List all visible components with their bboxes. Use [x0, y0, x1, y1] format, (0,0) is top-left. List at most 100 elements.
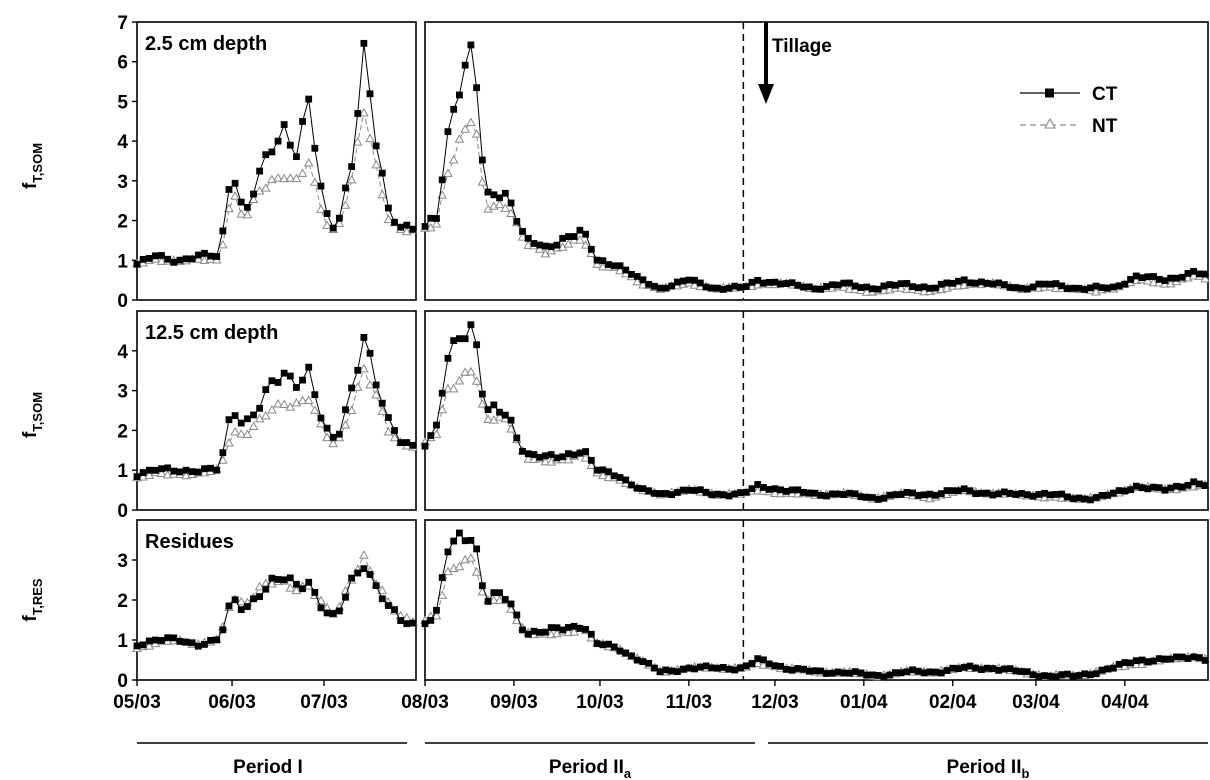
ct-point: [1092, 282, 1100, 290]
nt-point: [297, 395, 308, 405]
ct-point: [164, 634, 172, 642]
ct-point: [385, 204, 392, 212]
ct-point: [225, 416, 233, 424]
ct-point: [433, 606, 440, 614]
ct-point: [268, 148, 276, 156]
ct-point: [714, 664, 721, 672]
ct-point: [1058, 490, 1066, 498]
y-tick-label: 2: [117, 212, 128, 233]
ct-point: [914, 491, 922, 499]
ct-point: [409, 619, 417, 627]
ct-point: [170, 258, 178, 266]
ct-point: [702, 488, 710, 496]
ct-point: [639, 485, 647, 493]
ct-point: [828, 281, 836, 289]
ct-point: [559, 453, 567, 461]
ct-point: [593, 640, 601, 648]
nt-point: [494, 412, 505, 421]
ct-point: [201, 249, 208, 257]
ct-point: [811, 667, 819, 675]
ct-point: [1104, 284, 1112, 292]
panel-frame-right: [424, 519, 1209, 681]
ct-point: [909, 283, 916, 291]
nt-point: [365, 380, 375, 389]
panel-frame-right: [424, 310, 1209, 511]
ct-point: [1127, 486, 1134, 494]
ct-point: [1041, 489, 1048, 497]
ct-point: [501, 411, 509, 419]
ct-point: [1109, 489, 1117, 497]
ct-point: [323, 210, 331, 217]
ct-point: [685, 276, 693, 284]
nt-point: [466, 553, 476, 562]
ct-point: [1029, 492, 1037, 500]
ct-point: [1104, 665, 1112, 673]
ct-point: [280, 121, 288, 128]
ct-point: [225, 186, 233, 193]
ct-point: [438, 176, 446, 184]
ct-point: [1184, 655, 1192, 662]
y-tick-label: 3: [117, 172, 128, 193]
x-tick-label: 08/03: [401, 692, 449, 713]
ct-point: [943, 487, 951, 494]
y-axis-label-bottom-sub: T,RES: [30, 578, 45, 615]
ct-point: [794, 486, 802, 494]
ct-point: [926, 668, 934, 676]
nt-point: [328, 438, 339, 448]
ct-point: [133, 642, 141, 650]
ct-point: [943, 667, 951, 674]
ct-point: [444, 548, 452, 556]
period-iia-label-main: Period II: [549, 757, 624, 778]
ct-point: [1195, 270, 1203, 278]
nt-point: [217, 239, 228, 249]
ct-point: [1075, 672, 1083, 679]
ct-point: [1155, 484, 1163, 492]
ct-point: [1121, 659, 1129, 666]
ct-point: [305, 578, 313, 586]
panel-frame-right: [424, 21, 1209, 301]
nt-point: [448, 154, 459, 164]
ct-point: [920, 283, 928, 291]
ct-point: [1201, 482, 1209, 489]
ct-point: [366, 349, 374, 357]
period-i-label: Period I: [233, 757, 303, 778]
ct-point: [342, 593, 349, 601]
y-tick-label: 0: [117, 671, 128, 692]
ct-point: [1155, 655, 1163, 663]
x-tick-label: 06/03: [208, 692, 256, 713]
ct-point: [348, 574, 356, 582]
ct-point: [262, 585, 270, 593]
nt-point: [291, 585, 302, 595]
ct-point: [378, 169, 386, 177]
nt-point: [1051, 283, 1061, 293]
ct-point: [250, 595, 257, 603]
ct-point: [760, 656, 767, 664]
ct-point: [335, 214, 343, 222]
ct-point: [955, 665, 962, 673]
ct-point: [1018, 284, 1025, 292]
ct-point: [565, 624, 572, 631]
nt-point: [443, 168, 453, 177]
ct-point: [366, 571, 374, 578]
y-tick-label: 3: [117, 382, 128, 403]
ct-point: [456, 91, 463, 99]
ct-point: [955, 277, 962, 285]
ct-point: [438, 574, 446, 582]
ct-point: [335, 430, 343, 438]
ct-point: [139, 641, 147, 649]
ct-point: [507, 600, 515, 608]
ct-point: [1081, 670, 1089, 678]
ct-point: [840, 669, 848, 677]
nt-point: [689, 280, 700, 289]
ct-point: [628, 271, 635, 278]
ct-point: [1138, 656, 1146, 664]
ct-point: [490, 589, 498, 597]
ct-point: [194, 468, 202, 476]
ct-point: [329, 433, 337, 441]
ct-point: [805, 667, 813, 675]
ct-point: [576, 624, 584, 632]
ct-point: [593, 256, 601, 264]
panel-frame-left: [136, 310, 417, 511]
ct-point: [1121, 280, 1129, 288]
ct-point: [182, 638, 190, 646]
